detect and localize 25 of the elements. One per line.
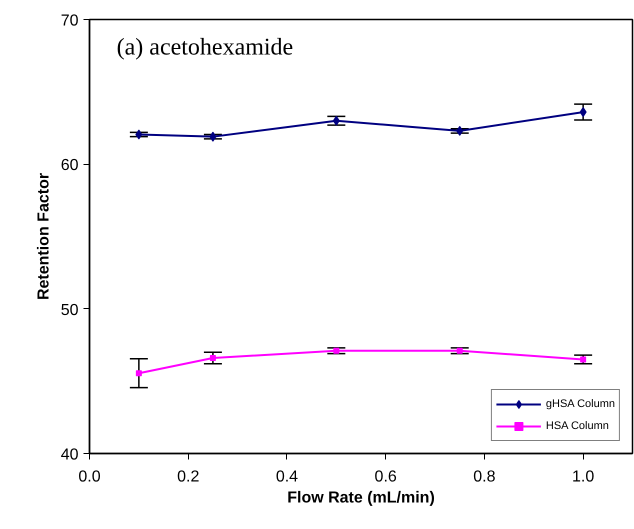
x-tick-label: 0.0 — [78, 468, 101, 486]
x-tick-label: 1.0 — [572, 468, 594, 486]
legend-label: HSA Column — [546, 420, 609, 432]
point — [580, 107, 587, 118]
x-tick-label: 0.4 — [276, 468, 298, 486]
x-tick-label: 0.2 — [177, 468, 200, 486]
legend-label: gHSA Column — [546, 398, 615, 410]
point — [210, 355, 216, 362]
point — [135, 130, 142, 140]
y-tick-label: 50 — [60, 302, 79, 319]
x-tick-label: 0.8 — [473, 468, 496, 486]
point — [580, 356, 586, 362]
x-axis-title: Flow Rate (mL/min) — [287, 490, 435, 506]
x-tick-label: 0.6 — [374, 468, 397, 486]
y-tick-label: 70 — [60, 12, 79, 30]
y-tick-label: 60 — [60, 157, 79, 174]
point — [332, 116, 340, 126]
point — [333, 348, 340, 354]
text: (a) acetohexamide — [116, 34, 294, 61]
point — [209, 132, 216, 142]
point — [456, 348, 463, 354]
point — [456, 126, 464, 136]
y-axis-title: Retention Factor — [36, 172, 53, 300]
y-tick-label: 40 — [60, 446, 79, 464]
point — [136, 370, 142, 376]
